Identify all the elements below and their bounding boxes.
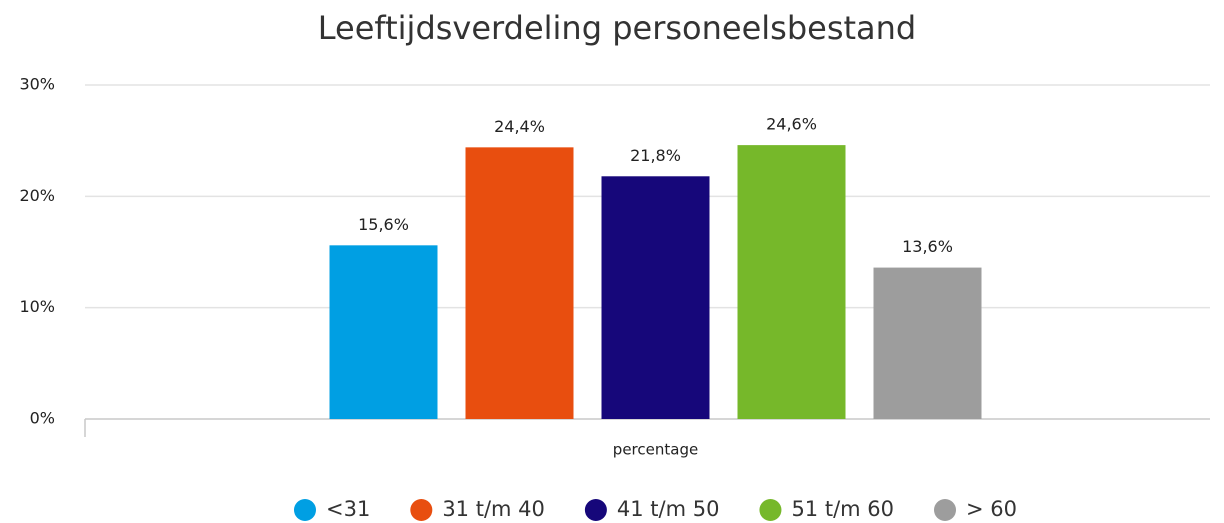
bar [465, 147, 574, 419]
data-label: 21,8% [630, 146, 681, 165]
data-label: 13,6% [902, 237, 953, 256]
legend-marker [759, 499, 782, 521]
legend-marker [410, 499, 433, 521]
legend-label: > 60 [966, 497, 1017, 521]
y-tick-label: 10% [19, 297, 55, 316]
bar [329, 245, 438, 419]
legend-label: 51 t/m 60 [791, 497, 894, 521]
bar [873, 267, 982, 419]
legend-label: 41 t/m 50 [617, 497, 720, 521]
y-tick-label: 30% [19, 75, 55, 94]
y-tick-label: 0% [30, 409, 55, 428]
bar [601, 176, 710, 419]
legend-marker [934, 499, 957, 521]
data-label: 24,6% [766, 115, 817, 134]
x-tick-label: percentage [613, 441, 698, 459]
legend-marker [293, 499, 316, 521]
bar [737, 145, 846, 419]
legend-marker [584, 499, 607, 521]
legend-label: <31 [326, 497, 370, 521]
chart-title: Leeftijdsverdeling personeelsbestand [318, 9, 916, 47]
y-tick-label: 20% [19, 186, 55, 205]
legend-label: 31 t/m 40 [442, 497, 545, 521]
data-label: 15,6% [358, 215, 409, 234]
data-label: 24,4% [494, 117, 545, 136]
